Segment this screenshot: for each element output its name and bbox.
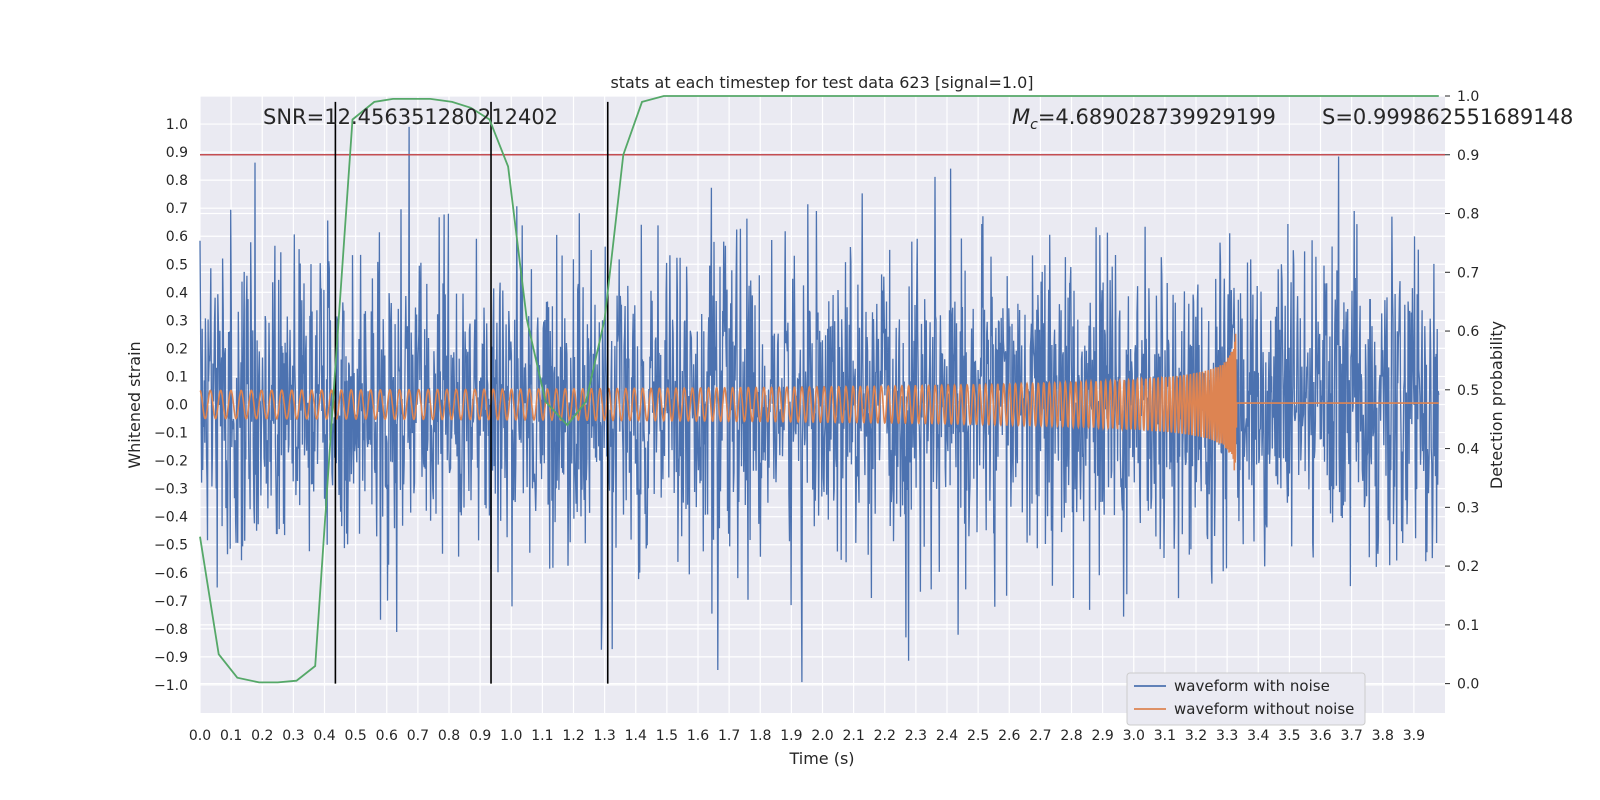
y-tick-label: −0.9 [154,650,188,666]
y-tick-label: 0.0 [166,398,188,414]
y-tick-label: 1.0 [166,117,188,133]
x-tick-label: 2.0 [811,728,833,744]
y-tick-label: −0.8 [154,622,188,638]
x-tick-label: 0.8 [438,728,460,744]
clean-line [199,333,1439,471]
x-tick-label: 2.7 [1029,728,1051,744]
y-tick-label: 0.4 [166,285,188,301]
x-tick-label: 2.1 [842,728,864,744]
y-right-tick-label: 1.0 [1457,89,1479,105]
noise-line [199,126,1440,683]
score-annotation: S=0.999862551689148 [1322,105,1573,129]
chirp-mass-value: =4.689028739929199 [1038,105,1276,129]
y-right-tick-label: 0.9 [1457,148,1479,164]
y-tick-label: 0.9 [166,145,188,161]
y-right-tick-label: 0.1 [1457,618,1479,634]
y-right-axis-label: Detection probability [1487,321,1506,489]
y-tick-label: 0.3 [166,313,188,329]
x-tick-label: 1.2 [562,728,584,744]
x-tick-label: 1.0 [500,728,522,744]
y-right-tick-label: 0.4 [1457,442,1479,458]
x-tick-label: 3.1 [1154,728,1176,744]
y-tick-label: 0.1 [166,369,188,385]
snr-annotation: SNR=12.456351280212402 [263,105,558,129]
y-right-tick-label: 0.3 [1457,500,1479,516]
legend-label-clean: waveform without noise [1174,700,1354,718]
y-right-tick-label: 0.2 [1457,559,1479,575]
y-tick-label: 0.2 [166,341,188,357]
y-right-axis-ticks: 1.0 0.9 0.8 0.7 0.6 0.5 0.4 0.3 0.2 0.1 0.0 [1445,89,1479,693]
x-tick-label: 3.2 [1185,728,1207,744]
x-tick-label: 1.7 [718,728,740,744]
x-tick-label: 0.6 [376,728,398,744]
x-axis-ticks: 0.0 0.1 0.2 0.3 0.4 0.5 0.6 0.7 0.8 0.9 1.0 1.1 1.2 1… [189,728,1425,744]
legend-box [1126,672,1366,726]
vertical-markers [334,101,609,684]
y-right-tick-label: 0.8 [1457,207,1479,223]
y-tick-label: −0.2 [154,454,188,470]
y-right-tick-label: 0.5 [1457,383,1479,399]
x-tick-label: 1.5 [656,728,678,744]
y-tick-label: −0.6 [154,566,188,582]
x-tick-label: 1.6 [687,728,709,744]
x-tick-label: 2.2 [874,728,896,744]
chirp-mass-symbol: M [1012,105,1030,129]
y-tick-label: 0.7 [166,201,188,217]
y-tick-label: 0.6 [166,229,188,245]
x-tick-label: 2.6 [998,728,1020,744]
series-waveform-with-noise [199,126,1440,683]
x-tick-label: 0.3 [282,728,304,744]
y-tick-label: −1.0 [154,678,188,694]
x-tick-label: 0.4 [313,728,335,744]
x-tick-label: 2.4 [936,728,958,744]
y-tick-label: 0.8 [166,173,188,189]
y-tick-label: −0.5 [154,538,188,554]
y-axis-label: Whitened strain [125,341,144,468]
legend: waveform with noise waveform without noi… [1126,672,1366,726]
x-axis-label: Time (s) [788,749,854,768]
x-tick-label: 3.4 [1247,728,1269,744]
probability-line [199,95,1439,684]
y-tick-label: −0.4 [154,510,188,526]
x-tick-label: 1.4 [625,728,647,744]
x-tick-label: 0.0 [189,728,211,744]
y-tick-label: 0.5 [166,257,188,273]
x-tick-label: 2.3 [905,728,927,744]
x-tick-label: 2.8 [1060,728,1082,744]
y-tick-label: −0.7 [154,594,188,610]
x-tick-label: 3.3 [1216,728,1238,744]
x-tick-label: 3.7 [1340,728,1362,744]
chirp-mass-annotation: Mc=4.689028739929199 [1012,105,1276,133]
x-tick-label: 0.7 [407,728,429,744]
x-tick-label: 0.1 [220,728,242,744]
x-tick-label: 3.9 [1403,728,1425,744]
chart-title: stats at each timestep for test data 623… [610,73,1033,92]
series-waveform-without-noise [199,333,1439,471]
x-tick-label: 0.5 [344,728,366,744]
x-tick-label: 2.5 [967,728,989,744]
x-tick-label: 1.9 [780,728,802,744]
y-right-tick-label: 0.6 [1457,324,1479,340]
x-tick-label: 1.8 [749,728,771,744]
x-tick-label: 0.9 [469,728,491,744]
x-tick-label: 3.6 [1309,728,1331,744]
y-tick-label: −0.3 [154,482,188,498]
x-tick-label: 3.8 [1372,728,1394,744]
y-right-tick-label: 0.7 [1457,265,1479,281]
x-tick-label: 0.2 [251,728,273,744]
chirp-mass-subscript: c [1030,117,1038,133]
x-tick-label: 3.5 [1278,728,1300,744]
x-tick-label: 1.1 [531,728,553,744]
y-axis-ticks: 1.0 0.9 0.8 0.7 0.6 0.5 0.4 0.3 0.2 0.1 0.0 −0.1 −0.… [154,117,188,694]
x-tick-label: 3.0 [1123,728,1145,744]
x-tick-label: 2.9 [1091,728,1113,744]
series-detection-probability [199,95,1439,684]
x-tick-label: 1.3 [593,728,615,744]
legend-label-noise: waveform with noise [1174,677,1330,695]
y-right-tick-label: 0.0 [1457,677,1479,693]
y-tick-label: −0.1 [154,426,188,442]
